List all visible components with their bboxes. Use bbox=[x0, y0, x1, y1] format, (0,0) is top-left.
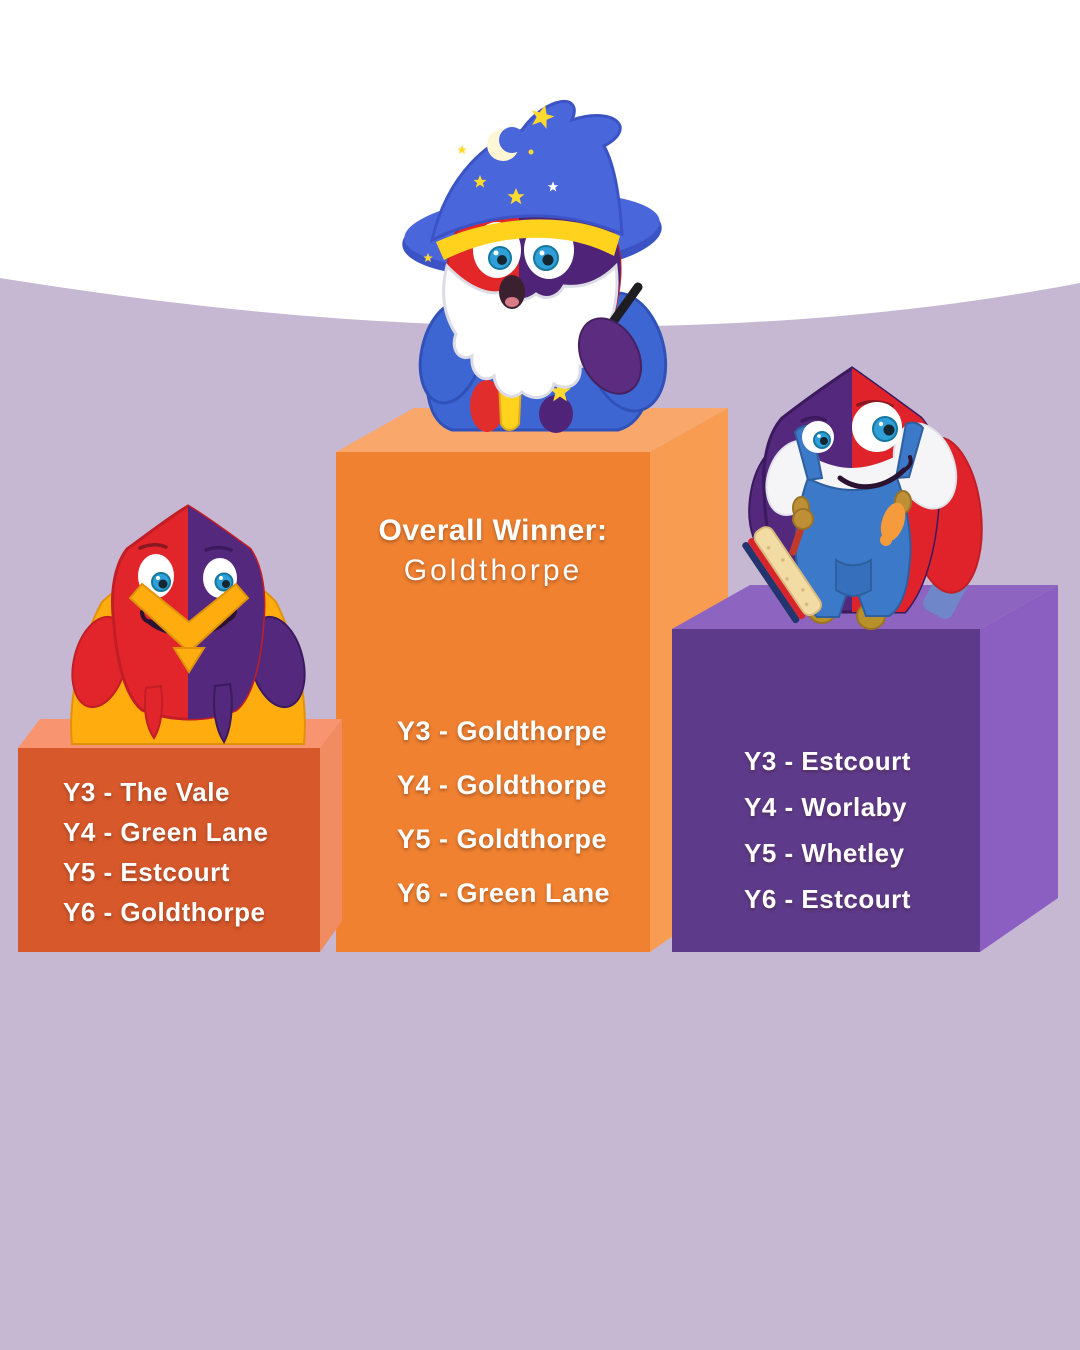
result-line: Y5 - Estcourt bbox=[63, 857, 230, 887]
wizard-foot-red bbox=[470, 380, 504, 432]
result-line: Y3 - Estcourt bbox=[744, 746, 911, 776]
wizard-mouth bbox=[499, 275, 525, 309]
left-podium-results: Y3 - The Vale Y4 - Green Lane Y5 - Estco… bbox=[63, 772, 268, 932]
result-line: Y5 - Goldthorpe bbox=[397, 824, 607, 854]
hand-left bbox=[792, 508, 814, 530]
moon-icon bbox=[487, 127, 525, 161]
wizard-beard bbox=[442, 262, 619, 400]
center-podium-title: Overall Winner: Goldthorpe bbox=[336, 514, 650, 588]
caped-mascot bbox=[70, 504, 306, 745]
squeegee bbox=[742, 518, 822, 624]
result-line: Y3 - The Vale bbox=[63, 777, 230, 807]
center-podium-results: Y3 - Goldthorpe Y4 - Goldthorpe Y5 - Gol… bbox=[397, 704, 610, 920]
overall-winner-label: Overall Winner: bbox=[378, 514, 608, 547]
right-podium bbox=[672, 585, 1058, 952]
result-line: Y6 - Estcourt bbox=[744, 884, 911, 914]
cape-knot bbox=[128, 582, 250, 674]
wizard-hat bbox=[423, 99, 624, 263]
result-line: Y3 - Goldthorpe bbox=[397, 716, 607, 746]
wizard-mascot bbox=[402, 99, 668, 433]
overalls-pocket bbox=[835, 558, 872, 597]
result-line: Y4 - Green Lane bbox=[63, 817, 269, 847]
hat-band bbox=[436, 219, 620, 260]
overall-winner-name: Goldthorpe bbox=[403, 554, 583, 587]
handyman-mascot bbox=[742, 366, 983, 630]
right-podium-results: Y3 - Estcourt Y4 - Worlaby Y5 - Whetley … bbox=[744, 738, 911, 922]
orange-glove bbox=[880, 502, 906, 546]
handyman-face bbox=[800, 400, 913, 490]
result-line: Y4 - Worlaby bbox=[744, 792, 908, 822]
overalls bbox=[792, 421, 925, 618]
result-line: Y6 - Goldthorpe bbox=[63, 897, 266, 927]
hat-star-icons bbox=[423, 101, 559, 263]
wizard-hand bbox=[577, 317, 643, 395]
wizard-foot-purple bbox=[539, 395, 573, 433]
result-line: Y6 - Green Lane bbox=[397, 878, 611, 908]
result-line: Y4 - Goldthorpe bbox=[397, 770, 607, 800]
result-line: Y5 - Whetley bbox=[744, 838, 905, 868]
